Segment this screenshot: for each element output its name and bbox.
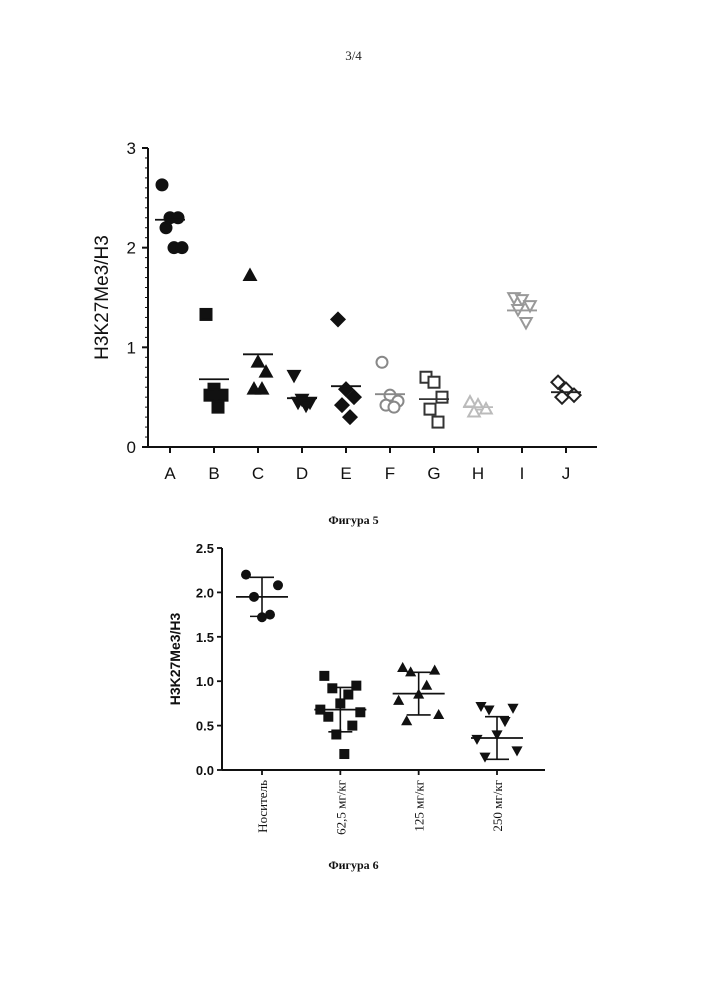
data-point	[344, 690, 353, 699]
data-point	[434, 710, 443, 719]
x-tick-label: 125 мг/кг	[412, 780, 427, 832]
y-tick-label: 0.5	[196, 719, 214, 734]
data-point	[320, 671, 329, 680]
data-point	[356, 708, 365, 717]
data-point	[348, 721, 357, 730]
y-tick-label: 1.5	[196, 630, 214, 645]
data-point	[336, 699, 345, 708]
data-point	[398, 663, 407, 672]
data-point	[480, 753, 489, 762]
y-tick-label: 2.5	[196, 541, 214, 556]
data-point	[402, 716, 411, 725]
data-point	[242, 570, 251, 579]
y-tick-label: 2.0	[196, 585, 214, 600]
figure-6-caption: Фигура 6	[0, 858, 707, 873]
data-point	[394, 696, 403, 705]
data-point	[250, 592, 259, 601]
x-tick-label: Носитель	[255, 780, 270, 833]
data-point	[332, 730, 341, 739]
data-point	[324, 712, 333, 721]
x-tick-label: 250 мг/кг	[490, 780, 505, 832]
data-point	[274, 581, 283, 590]
figure-6-chart: 0.0 0.5 1.0 1.5 2.0 2.5 H3K27Me3/H3 Носитель 62,…	[0, 0, 707, 870]
data-point	[352, 681, 361, 690]
y-axis-label: H3K27Me3/H3	[167, 612, 183, 705]
y-tick-label: 1.0	[196, 674, 214, 689]
data-point	[340, 750, 349, 759]
data-point	[328, 684, 337, 693]
data-point	[472, 735, 481, 744]
data-point	[258, 613, 267, 622]
data-point	[512, 747, 521, 756]
y-tick-label: 0.0	[196, 763, 214, 778]
data-point	[500, 718, 509, 727]
data-point	[422, 681, 431, 690]
x-tick-label: 62,5 мг/кг	[333, 780, 348, 835]
data-point	[484, 706, 493, 715]
data-point	[430, 666, 439, 675]
data-point	[508, 704, 517, 713]
